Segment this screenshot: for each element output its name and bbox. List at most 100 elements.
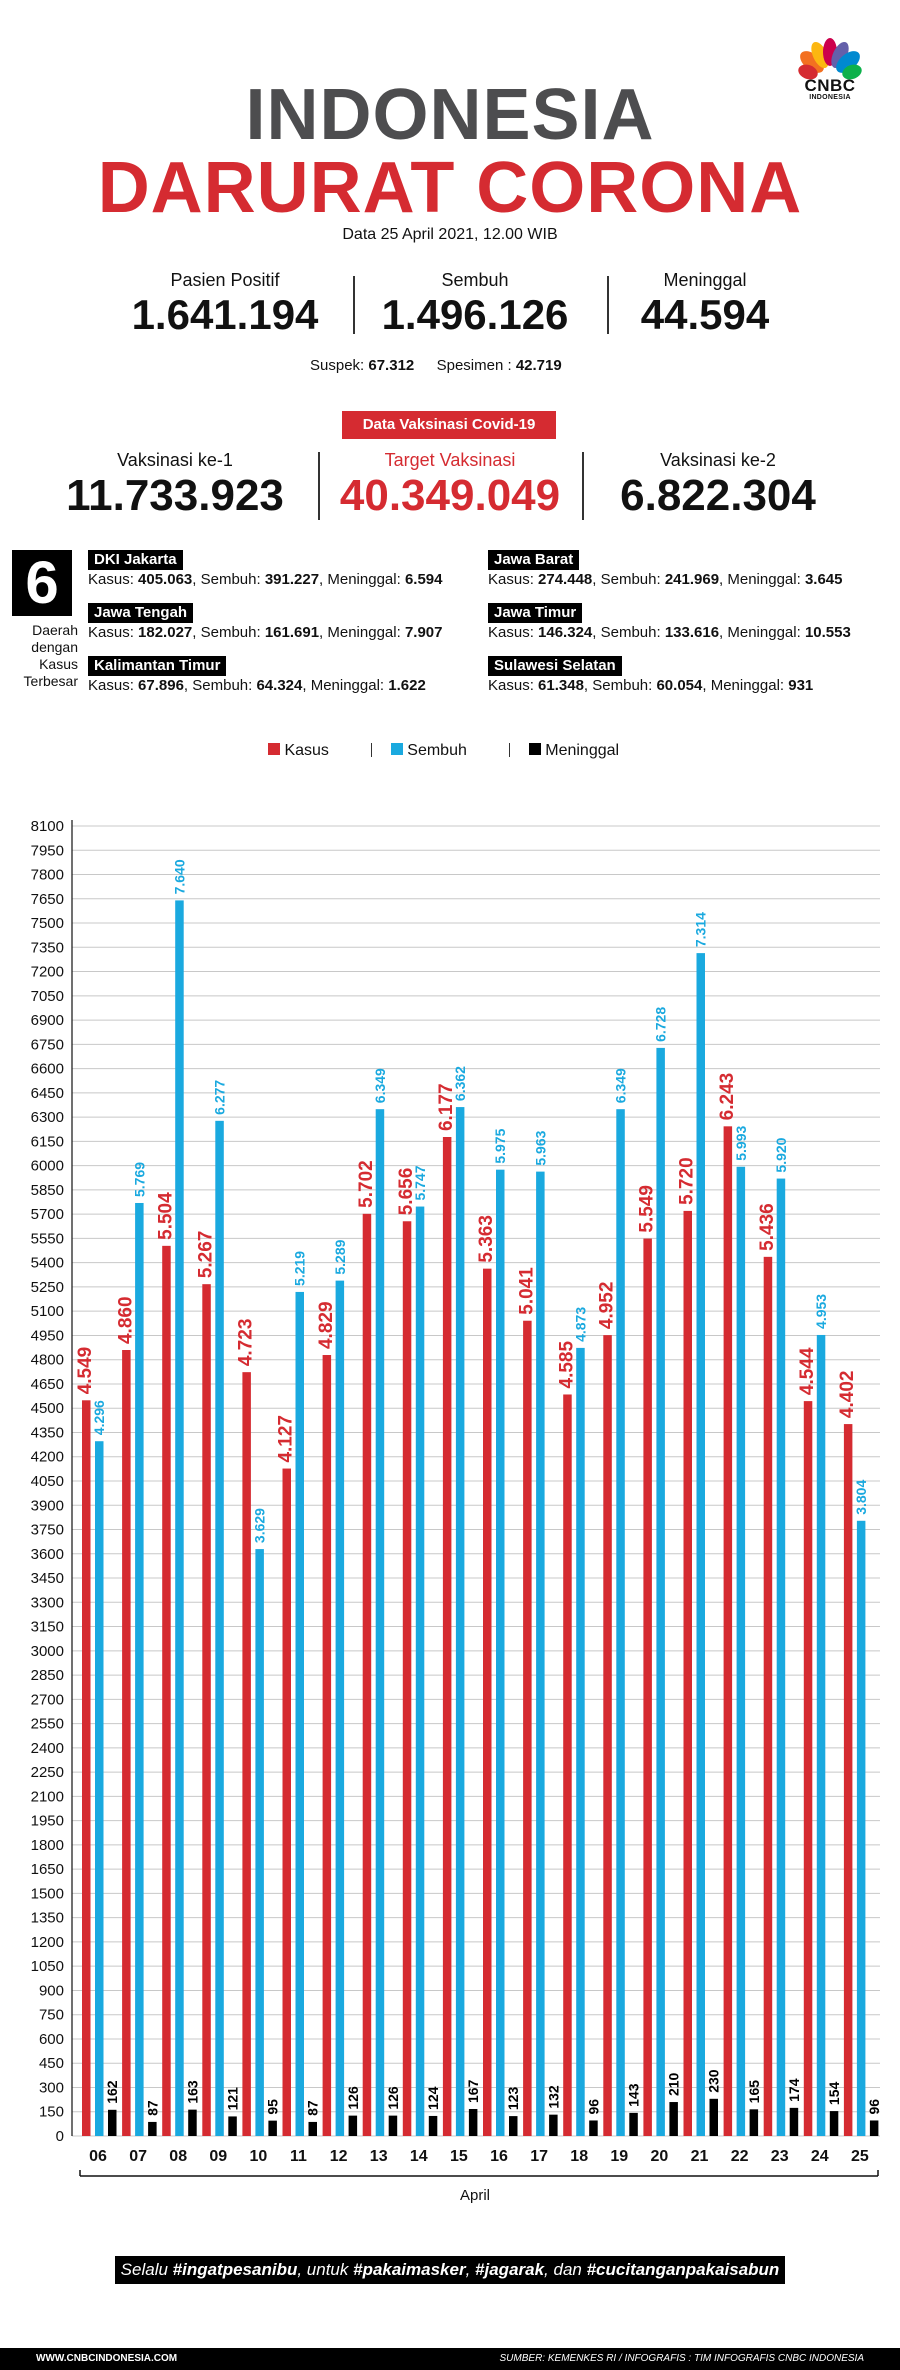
bar-sembuh [696, 953, 705, 2136]
stat-positive-value: 1.641.194 [131, 291, 319, 338]
y-tick-label: 0 [56, 2128, 64, 2145]
data-label-kasus: 5.504 [155, 1192, 176, 1240]
bar-sembuh [175, 900, 184, 2137]
vax-dose1-label: Vaksinasi ke-1 [117, 450, 233, 470]
label: Kasus: [88, 677, 139, 694]
y-tick-label: 6900 [31, 1012, 64, 1029]
label: , Sembuh: [592, 624, 665, 641]
region-sembuh: 391.227 [264, 571, 320, 588]
label: , Meninggal: [319, 624, 405, 641]
y-tick-label: 7050 [31, 988, 64, 1005]
data-label-kasus: 6.177 [436, 1083, 457, 1131]
region-meninggal: 6.594 [404, 571, 443, 588]
y-tick-label: 1800 [31, 1837, 64, 1854]
stat-deaths-value: 44.594 [640, 291, 770, 338]
region-name: DKI Jakarta [88, 550, 183, 570]
vax-dose2-value: 6.822.304 [620, 471, 816, 520]
y-tick-label: 7650 [31, 891, 64, 908]
stat-recovered: Sembuh 1.496.126 [355, 270, 595, 339]
region-sembuh: 64.324 [256, 677, 303, 694]
data-label-kasus: 4.127 [276, 1415, 297, 1463]
y-tick-label: 7800 [31, 867, 64, 884]
bar-meninggal [869, 2120, 879, 2136]
region-sembuh: 60.054 [656, 677, 703, 694]
data-label-sembuh: 5.993 [733, 1126, 749, 1161]
legend-label-sembuh: Sembuh [407, 742, 467, 759]
data-label-kasus: 5.041 [516, 1267, 537, 1315]
bar-kasus [803, 1401, 813, 2136]
bar-kasus [402, 1221, 412, 2136]
x-tick-label: 25 [851, 2148, 869, 2165]
x-tick-label: 21 [691, 2148, 709, 2165]
region-meninggal: 7.907 [404, 624, 443, 641]
tagline-text: , untuk [297, 2260, 354, 2279]
region-name: Jawa Tengah [88, 603, 194, 623]
y-tick-label: 4350 [31, 1424, 64, 1441]
x-tick-label: 14 [410, 2148, 428, 2165]
region-name: Kalimantan Timur [88, 656, 227, 676]
label: , Meninggal: [719, 624, 805, 641]
label: Kasus: [88, 571, 139, 588]
y-tick-label: 2700 [31, 1691, 64, 1708]
data-label-sembuh: 5.747 [412, 1165, 428, 1200]
region-meninggal: 3.645 [804, 571, 843, 588]
suspect-value: 67.312 [368, 357, 415, 374]
data-label-meninggal: 96 [585, 2099, 601, 2115]
data-label-kasus: 5.656 [396, 1168, 417, 1216]
stat-deaths-label: Meninggal [663, 270, 747, 290]
bar-kasus [82, 1400, 91, 2136]
divider [607, 276, 609, 334]
bar-kasus [723, 1126, 733, 2136]
data-label-meninggal: 174 [786, 2078, 802, 2102]
label: Kasus: [88, 624, 139, 641]
data-label-meninggal: 95 [265, 2099, 281, 2115]
data-label-kasus: 4.544 [797, 1347, 818, 1395]
region-stats: Kasus: 405.063, Sembuh: 391.227, Meningg… [88, 570, 442, 590]
data-label-sembuh: 4.873 [572, 1307, 588, 1342]
y-tick-label: 7350 [31, 939, 64, 956]
bar-sembuh [335, 1280, 345, 2136]
y-tick-label: 1350 [31, 1910, 64, 1927]
region-name: Jawa Barat [488, 550, 580, 570]
bar-sembuh [255, 1549, 264, 2136]
y-tick-label: 2850 [31, 1667, 64, 1684]
data-label-sembuh: 3.629 [252, 1508, 268, 1543]
bar-meninggal [669, 2102, 678, 2136]
y-tick-label: 5250 [31, 1279, 64, 1296]
x-tick-label: 06 [89, 2148, 107, 2165]
y-tick-label: 4050 [31, 1473, 64, 1490]
label: , Meninggal: [319, 571, 405, 588]
data-label-kasus: 4.860 [115, 1296, 136, 1344]
region-stats: Kasus: 146.324, Sembuh: 133.616, Meningg… [488, 623, 851, 643]
region-item: Kalimantan Timur Kasus: 67.896, Sembuh: 6… [88, 656, 426, 696]
y-tick-label: 5700 [31, 1206, 64, 1223]
bar-meninggal [629, 2112, 638, 2136]
data-label-kasus: 4.402 [837, 1371, 858, 1419]
divider [353, 276, 355, 334]
y-tick-label: 6300 [31, 1109, 64, 1126]
y-tick-label: 4650 [31, 1376, 64, 1393]
y-tick-label: 900 [39, 1982, 64, 1999]
x-tick-label: 10 [250, 2148, 268, 2165]
bar-kasus [242, 1372, 251, 2136]
y-tick-label: 4800 [31, 1352, 64, 1369]
data-label-meninggal: 132 [545, 2085, 561, 2109]
data-label-sembuh: 6.277 [212, 1080, 228, 1115]
bar-meninggal [428, 2115, 438, 2136]
bar-kasus [523, 1320, 532, 2136]
bar-meninggal [188, 2109, 197, 2136]
data-label-sembuh: 3.804 [853, 1480, 869, 1515]
title-line-2: DARURAT CORONA [97, 148, 803, 228]
y-tick-label: 2250 [31, 1764, 64, 1781]
label: , Meninggal: [719, 571, 805, 588]
peacock-icon [798, 38, 862, 80]
bar-kasus [362, 1213, 372, 2136]
y-tick-label: 6450 [31, 1085, 64, 1102]
region-sembuh: 241.969 [664, 571, 720, 588]
data-label-meninggal: 167 [465, 2079, 481, 2103]
footer: WWW.CNBCINDONESIA.COM SUMBER: KEMENKES R… [0, 2348, 900, 2370]
data-label-kasus: 5.436 [757, 1203, 778, 1251]
bar-sembuh [576, 1347, 585, 2136]
bar-sembuh [616, 1109, 625, 2136]
x-tick-label: 18 [570, 2148, 588, 2165]
